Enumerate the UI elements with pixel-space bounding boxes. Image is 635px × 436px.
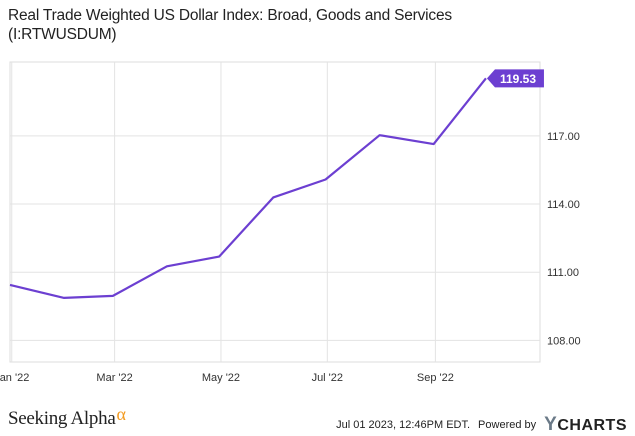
timestamp: Jul 01 2023, 12:46PM EDT. — [336, 419, 471, 431]
chart-title-line1: Real Trade Weighted US Dollar Index: Bro… — [8, 7, 452, 24]
x-tick-label: Mar '22 — [96, 372, 132, 384]
series-line — [9, 77, 487, 300]
plot-area — [9, 61, 541, 363]
last-value-badge — [486, 69, 544, 88]
y-tick-label: 114.00 — [547, 199, 580, 211]
alpha-icon: α — [116, 404, 126, 424]
last-value-label: 119.53 — [500, 72, 536, 86]
y-tick-label: 108.00 — [547, 335, 581, 347]
ycharts-logo: YCHARTS — [544, 414, 627, 436]
brand-name: Seeking Alpha — [8, 408, 116, 429]
chart-footer: Jul 01 2023, 12:46PM EDT. Powered by YCH… — [336, 414, 627, 436]
chart-title-line2: (I:RTWUSDUM) — [8, 26, 117, 43]
x-tick-label: Jul '22 — [312, 372, 343, 384]
x-tick-label: Sep '22 — [417, 372, 454, 384]
seeking-alpha-logo: Seeking Alphaα — [8, 404, 126, 430]
x-tick-label: Jan '22 — [0, 372, 29, 384]
y-tick-label: 111.00 — [547, 267, 579, 279]
x-tick-label: May '22 — [202, 372, 240, 384]
chart-title: Real Trade Weighted US Dollar Index: Bro… — [8, 6, 568, 44]
ycharts-y-icon: Y — [544, 414, 558, 435]
y-tick-label: 117.00 — [547, 131, 580, 143]
ycharts-wordmark: CHARTS — [557, 417, 627, 434]
powered-by-label: Powered by — [478, 419, 537, 431]
